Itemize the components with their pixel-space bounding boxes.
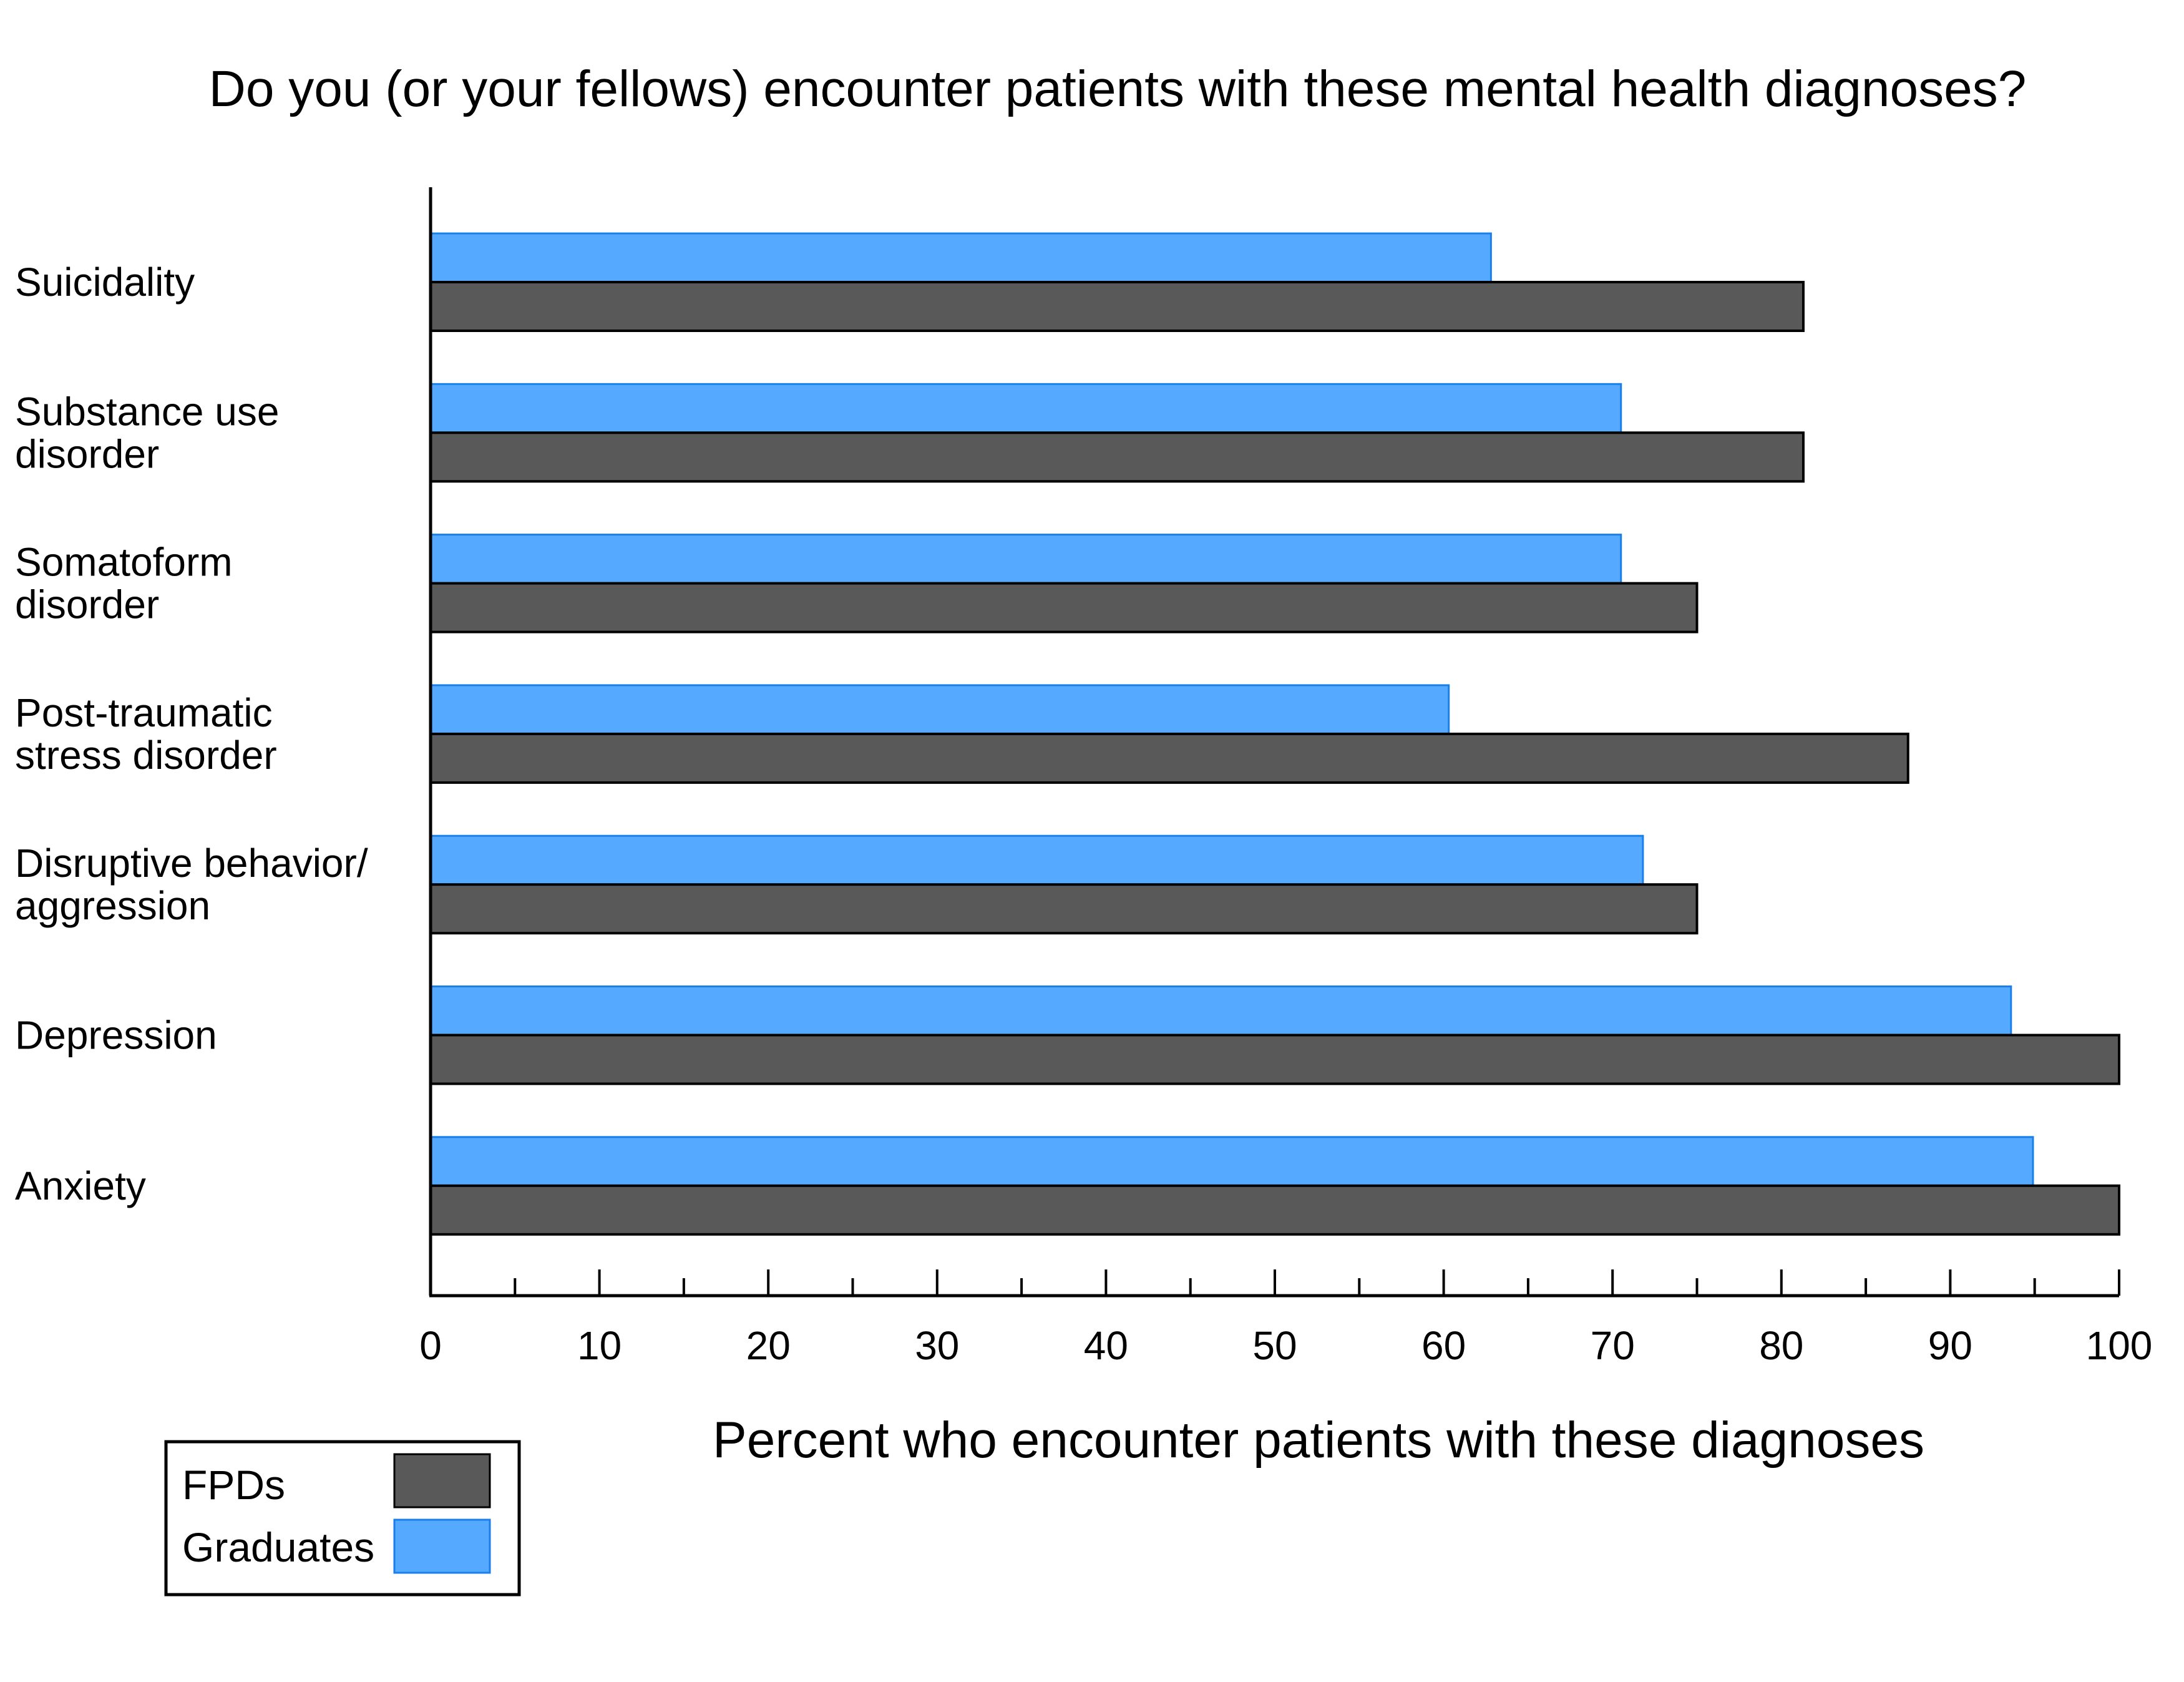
legend-label-graduates: Graduates: [182, 1524, 374, 1570]
chart-title: Do you (or your fellows) encounter patie…: [209, 61, 2027, 117]
category-label-line: disorder: [15, 582, 159, 627]
category-label-line: stress disorder: [15, 733, 277, 778]
legend-swatch-fpds: [393, 1453, 491, 1508]
bar-graduates-6: [429, 1136, 2034, 1187]
category-label-line: Somatoform: [15, 540, 233, 585]
x-axis-title: Percent who encounter patients with thes…: [713, 1412, 1924, 1469]
category-label-3: Post-traumatic stress disorder: [15, 690, 277, 778]
bar-graduates-3: [429, 684, 1450, 735]
category-label-0: Suicidality: [15, 260, 195, 305]
category-label-line: Post-traumatic: [15, 690, 273, 735]
legend-label-fpds: FPDs: [182, 1462, 285, 1508]
x-tick-label: 100: [2086, 1323, 2153, 1368]
category-label-line: disorder: [15, 431, 159, 476]
x-tick-label: 30: [915, 1323, 959, 1368]
x-tick-label: 50: [1252, 1323, 1297, 1368]
bars-group: [429, 232, 2120, 1236]
bar-fpds-5: [429, 1034, 2120, 1085]
legend-swatch-graduates: [393, 1518, 491, 1574]
x-tick-label: 20: [746, 1323, 791, 1368]
category-label-line: Suicidality: [15, 260, 195, 305]
x-axis-ticks: 0 10 20 30 40 50 60 70 80 90 100: [419, 1269, 2152, 1368]
bar-fpds-6: [429, 1184, 2120, 1236]
category-label-line: Disruptive behavior/: [15, 841, 368, 886]
x-tick-label: 60: [1421, 1323, 1466, 1368]
category-label-line: Depression: [15, 1013, 217, 1058]
bar-fpds-3: [429, 732, 1909, 784]
x-tick-label: 40: [1084, 1323, 1128, 1368]
legend: FPDs Graduates: [164, 1440, 521, 1596]
bar-fpds-0: [429, 281, 1805, 332]
x-tick-label: 0: [419, 1323, 442, 1368]
bar-graduates-0: [429, 232, 1492, 283]
bar-fpds-2: [429, 582, 1699, 633]
category-label-1: Substance use disorder: [15, 389, 279, 476]
x-tick-label: 90: [1928, 1323, 1972, 1368]
category-label-line: aggression: [15, 883, 210, 928]
category-label-5: Depression: [15, 1013, 217, 1058]
category-label-4: Disruptive behavior/aggression: [15, 841, 368, 928]
bar-fpds-4: [429, 883, 1699, 935]
category-label-6: Anxiety: [15, 1163, 146, 1208]
category-label-line: Substance use: [15, 389, 279, 434]
bar-graduates-5: [429, 985, 2012, 1036]
bar-fpds-1: [429, 431, 1805, 483]
bar-graduates-1: [429, 383, 1622, 434]
x-tick-label: 70: [1591, 1323, 1635, 1368]
category-label-line: Anxiety: [15, 1163, 146, 1208]
bar-graduates-4: [429, 834, 1644, 886]
bar-graduates-2: [429, 534, 1622, 585]
x-tick-label: 80: [1759, 1323, 1803, 1368]
category-label-2: Somatoform disorder: [15, 540, 233, 627]
x-tick-label: 10: [577, 1323, 622, 1368]
